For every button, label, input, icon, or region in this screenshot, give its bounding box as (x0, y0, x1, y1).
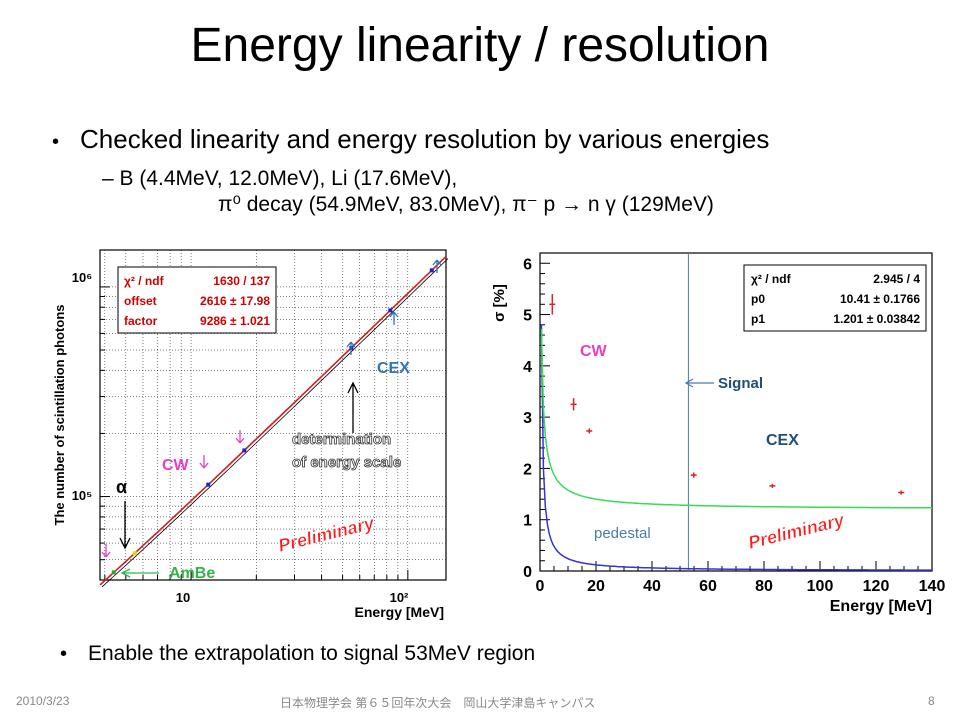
cex-label: CEX (766, 432, 799, 449)
linearity-stats-box: χ² / ndf 1630 / 137 offset 2616 ± 17.98 … (117, 266, 277, 334)
sub-bullet-line-1-text: B (4.4MeV, 12.0MeV), Li (17.6MeV), (119, 167, 458, 190)
linearity-data-point (206, 482, 211, 487)
stats-value-chi2: 2.945 / 4 (873, 272, 920, 286)
resolution-fit-curve (540, 328, 932, 509)
y-tick-label: 0 (523, 564, 532, 581)
page-number: 8 (928, 694, 935, 708)
cex-arrow-icon-3 (346, 341, 356, 355)
determination-label-line-1: determination (292, 431, 391, 448)
cw-arrow-icon-3 (101, 544, 111, 558)
linearity-y-axis-label: The number of scintillation photons (52, 305, 67, 526)
signal-arrow-icon (684, 378, 714, 388)
x-tick-label: 100 (807, 578, 834, 595)
cw-label: CW (580, 343, 608, 360)
stats-label-p1: p1 (751, 312, 765, 326)
cex-arrow-icon-1 (432, 259, 442, 273)
stats-label-p0: p0 (751, 292, 765, 306)
y-tick-label: 3 (523, 410, 532, 427)
bullet-dot-icon: • (60, 643, 68, 665)
x-tick-label: 140 (919, 578, 946, 595)
pedestal-label: pedestal (594, 525, 651, 542)
stats-value-p0: 10.41 ± 0.1766 (840, 292, 920, 306)
alpha-arrow-icon (119, 501, 131, 550)
alpha-label: α (116, 477, 127, 497)
linearity-data-point (388, 308, 393, 313)
x-tick-label-100: 10² (390, 590, 409, 605)
stats-value-factor: 9286 ± 1.021 (200, 314, 270, 328)
y-tick-label: 5 (523, 308, 532, 325)
stats-label-offset: offset (124, 294, 157, 308)
determination-label-line-2: of energy scale (292, 454, 401, 471)
cw-label: CW (162, 457, 190, 474)
y-tick-label: 2 (523, 461, 532, 478)
linearity-guide-line (101, 258, 449, 588)
x-tick-label: 40 (643, 578, 661, 595)
stats-value-offset: 2616 ± 17.98 (200, 294, 270, 308)
cex-label: CEX (377, 360, 410, 377)
x-tick-label-10: 10 (176, 590, 190, 605)
stats-value-chi2: 1630 / 137 (213, 274, 270, 288)
x-tick-label: 120 (863, 578, 890, 595)
linearity-data-point (111, 570, 116, 575)
resolution-x-axis-label: Energy [MeV] (830, 598, 932, 615)
ambe-label: AmBe (169, 565, 215, 582)
y-tick-label: 6 (523, 256, 532, 273)
y-tick-label: 1 (523, 513, 532, 530)
resolution-y-axis-label: σ [%] (491, 284, 508, 322)
stats-label-chi2: χ² / ndf (124, 274, 165, 288)
pedestal-curve (540, 324, 932, 571)
bullet-dot-icon: • (52, 131, 60, 153)
bullet-2-text: Enable the extrapolation to signal 53MeV… (88, 642, 536, 665)
x-tick-label: 0 (536, 578, 545, 595)
stats-value-p1: 1.201 ± 0.03842 (833, 312, 920, 326)
y-tick-label-1e6: 10⁶ (72, 270, 92, 285)
x-tick-label: 80 (755, 578, 773, 595)
stats-label-factor: factor (124, 314, 158, 328)
cw-arrow-icon-1 (235, 430, 245, 444)
linearity-data-point (429, 268, 434, 273)
x-tick-label: 60 (699, 578, 717, 595)
bullet-1-text: Checked linearity and energy resolution … (80, 124, 770, 154)
footer-conference: 日本物理学会 第６５回年次大会 岡山大学津島キャンパス (280, 696, 596, 710)
y-tick-label-1e5: 10⁵ (72, 488, 93, 503)
footer-date: 2010/3/23 (16, 694, 70, 708)
resolution-stats-box: χ² / ndf 2.945 / 4 p0 10.41 ± 0.1766 p1 … (743, 264, 927, 332)
sub-bullet-line-1: – B (4.4MeV, 12.0MeV), Li (17.6MeV), (102, 167, 458, 190)
linearity-data-point (132, 551, 137, 556)
linearity-plot-frame (99, 249, 447, 581)
sub-bullet-line-2: π⁰ decay (54.9MeV, 83.0MeV), π⁻ p → n γ … (218, 193, 714, 216)
bullet-2: • Enable the extrapolation to signal 53M… (60, 642, 535, 666)
cex-arrow-icon-2 (389, 311, 399, 325)
stats-label-chi2: χ² / ndf (751, 272, 792, 286)
resolution-chart: 0 20 40 60 80 100 120 140 0 1 2 3 4 5 6 χ² / ndf 2.945… (488, 245, 950, 625)
linearity-chart: χ² / ndf 1630 / 137 offset 2616 ± 17.98 … (44, 245, 456, 625)
cw-arrow-icon-2 (199, 455, 209, 469)
slide-title: Energy linearity / resolution (190, 19, 770, 72)
y-tick-label: 4 (523, 359, 532, 376)
determination-arrow-icon (347, 381, 359, 433)
x-tick-label: 20 (587, 578, 605, 595)
linearity-data-point (242, 448, 247, 453)
bullet-1: • Checked linearity and energy resolutio… (52, 124, 769, 155)
linearity-x-axis-label: Energy [MeV] (355, 604, 444, 620)
ambe-arrow-icon (120, 568, 159, 578)
signal-label: Signal (718, 375, 763, 392)
